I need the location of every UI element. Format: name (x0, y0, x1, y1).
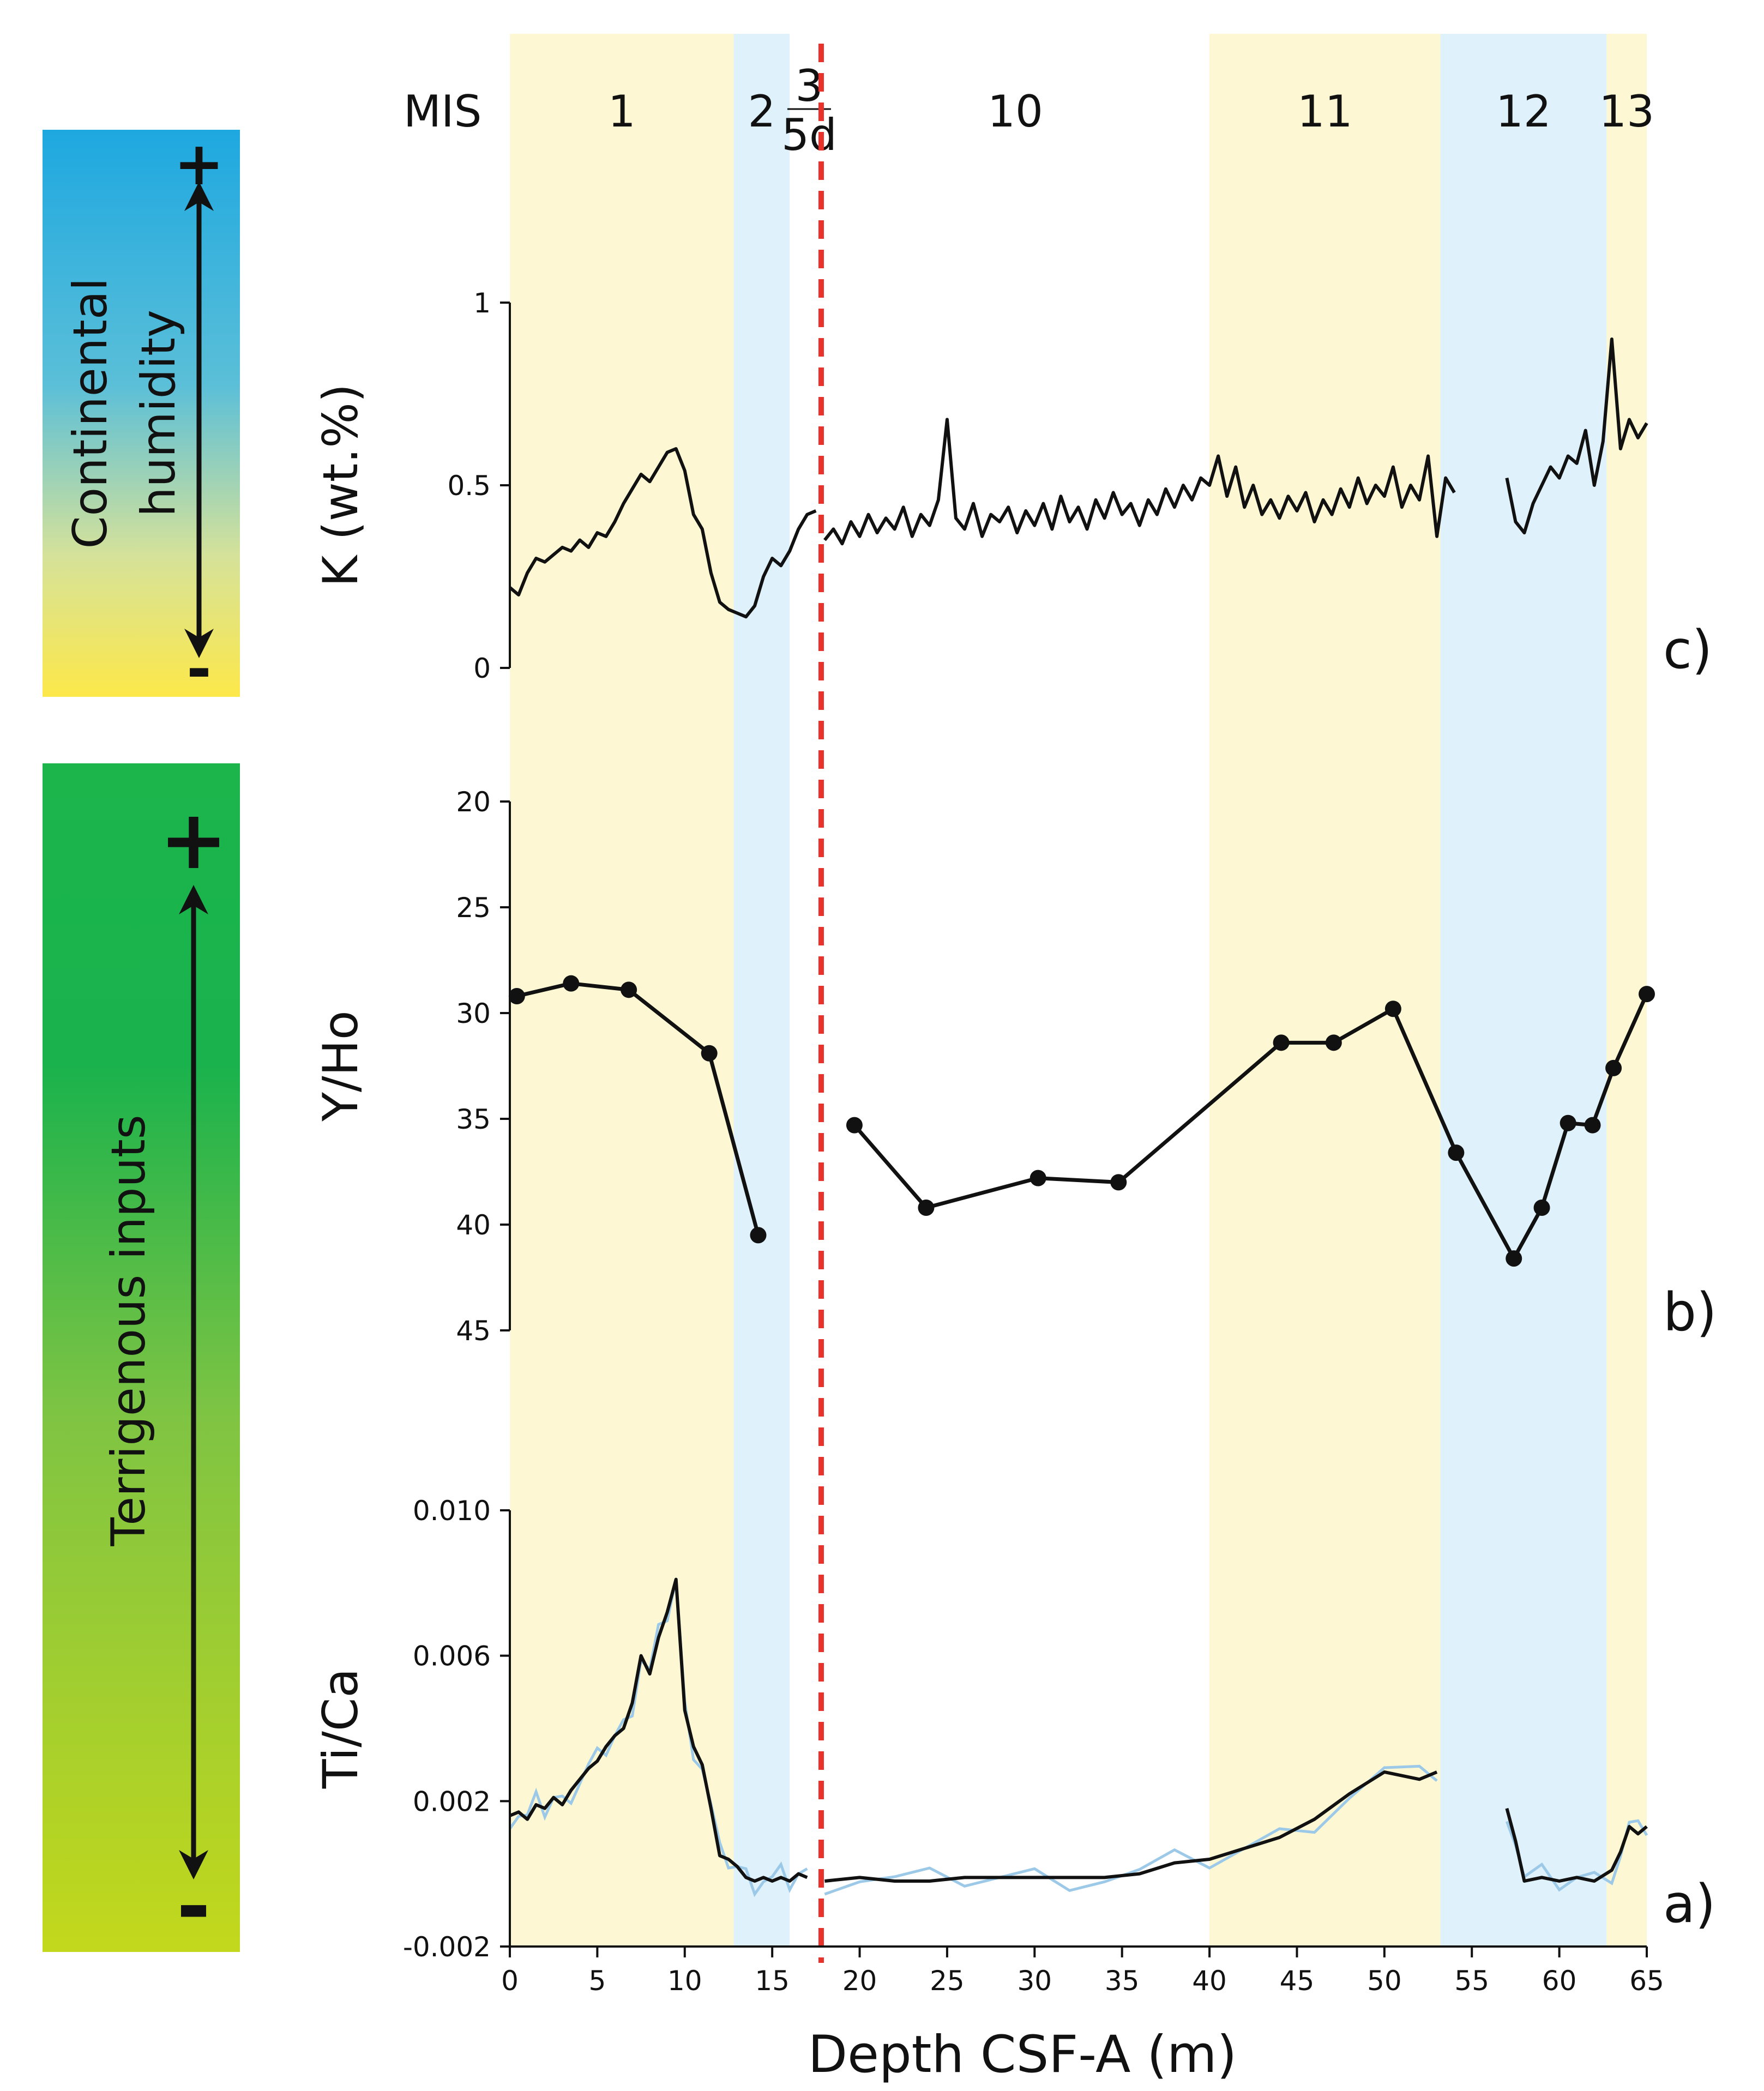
y-tick-label-b-3: 35 (456, 1104, 491, 1135)
humidity-minus: - (186, 634, 212, 704)
x-tick-label-1: 5 (588, 1965, 606, 1997)
y-ho-point-1-3 (1110, 1174, 1127, 1191)
humidity-label-line1: Continental (63, 278, 118, 549)
x-tick-label-13: 65 (1629, 1965, 1664, 1997)
terrigenous-label: Terrigenous inputs (101, 1114, 156, 1546)
x-tick-label-0: 0 (501, 1965, 519, 1997)
humidity-plus: + (174, 129, 224, 198)
mis-label-2: 2 (748, 86, 775, 137)
mis-label-12: 12 (1496, 86, 1551, 137)
y-ho-point-1-4 (1273, 1034, 1290, 1051)
panel-b: 20 25 30 35 40 45 Y/Ho b) (312, 786, 1717, 1347)
boundary-label-bottom: 5d (781, 110, 837, 160)
y-tick-label-a-3: 0.010 (413, 1495, 491, 1527)
series-c-2 (1505, 338, 1648, 535)
x-axis-label: Depth CSF-A (m) (808, 2025, 1237, 2084)
x-tick-label-5: 25 (930, 1965, 965, 1997)
x-tick-label-4: 20 (842, 1965, 877, 1997)
y-tick-label-b-4: 40 (456, 1209, 491, 1241)
ti-ca-raw-1 (824, 1764, 1438, 1896)
x-tick-label-2: 10 (667, 1965, 702, 1997)
y-tick-label-a-0: -0.002 (403, 1931, 491, 1963)
panel-a: -0.002 0.002 0.006 0.010 Ti/Ca a) (312, 1495, 1715, 1963)
x-tick-label-9: 45 (1280, 1965, 1315, 1997)
y-ho-point-1-5 (1325, 1034, 1342, 1051)
x-tick-label-8: 40 (1192, 1965, 1227, 1997)
y-tick-label-a-2: 0.006 (413, 1641, 491, 1672)
x-tick-label-6: 30 (1017, 1965, 1052, 1997)
y-ho-point-0-3 (701, 1045, 718, 1062)
mis-label-11: 11 (1297, 86, 1353, 137)
y-ho-point-1-0 (846, 1117, 863, 1134)
mis-title: MIS (404, 86, 481, 137)
series-a-1 (824, 1770, 1438, 1883)
y-ho-point-1-9 (1533, 1199, 1550, 1216)
mis-band-2 (733, 34, 790, 1947)
y-tick-label-b-2: 30 (456, 998, 491, 1029)
series-c-1 (823, 418, 1456, 546)
humidity-label-line2: humidity (131, 310, 186, 517)
humidity-bar: + - Continental humidity (43, 129, 240, 704)
mis-bands (510, 34, 1647, 1947)
boundary-label-top: 3 (796, 61, 823, 111)
y-tick-label-c-1: 0.5 (447, 470, 491, 502)
y-ho-point-1-2 (1029, 1170, 1046, 1186)
y-tick-label-c-0: 0 (473, 653, 491, 684)
y-ho-point-0-0 (508, 987, 525, 1004)
y-label-c: K (wt.%) (312, 384, 369, 587)
y-label-b: Y/Ho (312, 1010, 369, 1122)
y-ho-point-1-11 (1584, 1117, 1601, 1134)
y-tick-label-c-2: 1 (473, 287, 491, 319)
x-tick-label-7: 35 (1105, 1965, 1140, 1997)
mis-band-12 (1440, 34, 1607, 1947)
y-ho-point-1-10 (1560, 1114, 1576, 1131)
mis-label-10: 10 (988, 86, 1043, 137)
x-axis: 0 5 10 15 20 25 30 35 40 45 50 55 60 65 (501, 1945, 1664, 1997)
y-ho-point-0-2 (621, 981, 637, 998)
x-tick-label-11: 55 (1454, 1965, 1489, 1997)
mis-stage-labels: 1 2 10 11 12 13 (608, 86, 1654, 137)
panel-letter-a: a) (1663, 1873, 1715, 1935)
panels: 0 0.5 1 K (wt.%) c) 20 25 30 35 40 45 Y/Ho b) -0.002 0… (312, 287, 1717, 1963)
mis-label-1: 1 (608, 86, 636, 137)
y-ho-point-0-1 (563, 975, 580, 992)
y-ho-point-1-6 (1384, 1001, 1401, 1017)
y-tick-label-a-1: 0.002 (413, 1786, 491, 1817)
y-ho-point-1-13 (1639, 986, 1655, 1003)
terrigenous-bar: + - Terrigenous inputs (43, 763, 240, 1954)
y-ho-point-1-7 (1448, 1144, 1465, 1161)
series-a-2 (1505, 1807, 1648, 1883)
panel-c: 0 0.5 1 K (wt.%) c) (312, 287, 1712, 684)
y-tick-label-b-5: 45 (456, 1315, 491, 1347)
terrigenous-minus: - (177, 1859, 210, 1954)
y-ho-point-1-1 (918, 1199, 935, 1216)
ti-ca-raw-0 (508, 1579, 808, 1897)
mis-label-13: 13 (1599, 86, 1654, 137)
mis-band-11 (1209, 34, 1441, 1947)
y-tick-label-b-0: 20 (456, 786, 491, 818)
series-c-0 (509, 447, 817, 619)
y-ho-point-1-8 (1506, 1250, 1522, 1267)
x-tick-label-10: 50 (1367, 1965, 1402, 1997)
x-tick-label-3: 15 (755, 1965, 790, 1997)
x-tick-label-12: 60 (1542, 1965, 1577, 1997)
y-ho-point-0-4 (750, 1227, 767, 1244)
panel-letter-c: c) (1663, 619, 1712, 680)
terrigenous-plus: + (159, 793, 228, 888)
series-a-0 (509, 1577, 808, 1883)
y-tick-label-b-1: 25 (456, 892, 491, 924)
y-label-a: Ti/Ca (312, 1668, 369, 1789)
panel-letter-b: b) (1663, 1282, 1717, 1343)
y-ho-point-1-12 (1605, 1059, 1622, 1076)
